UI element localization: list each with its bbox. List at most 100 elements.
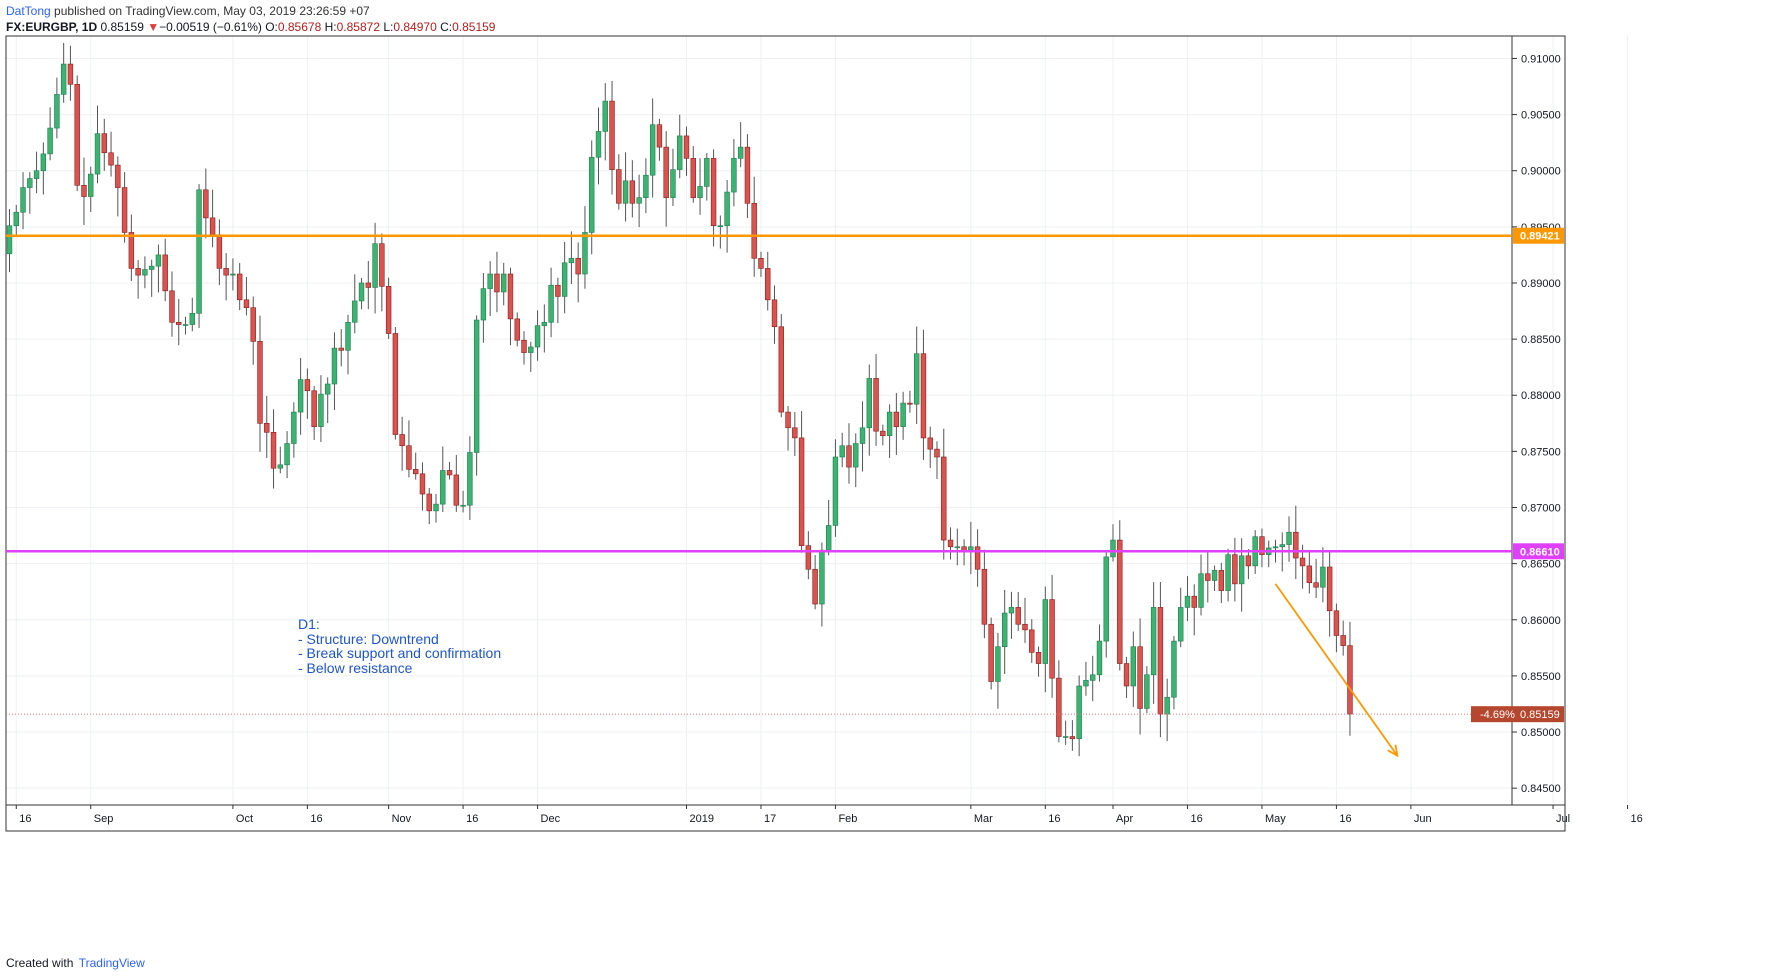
candle-body [1117, 539, 1123, 664]
candle-up [832, 439, 839, 537]
candle-body [920, 353, 927, 439]
candle-body [440, 470, 446, 505]
candle-up [1198, 554, 1204, 616]
candle-down [392, 326, 399, 440]
candle-up [291, 402, 297, 458]
candle-body [731, 158, 737, 193]
candle-body [243, 299, 250, 308]
publish-info: DatTong published on TradingView.com, Ma… [6, 4, 370, 18]
candle-body [954, 546, 961, 549]
candle-body [1056, 677, 1062, 737]
candle-body [40, 153, 47, 172]
candle-down [121, 172, 128, 243]
candle-up [677, 114, 683, 179]
high-label: H: [324, 20, 337, 34]
candle-down [893, 393, 900, 455]
candle-body [1090, 674, 1096, 681]
candle-body [1326, 566, 1333, 612]
candle-body [555, 284, 561, 297]
candle-body [825, 525, 832, 551]
candle-up [737, 122, 744, 168]
candle-up [230, 258, 236, 291]
candle-up [1076, 675, 1082, 757]
time-tick-label: Jul [1556, 813, 1570, 825]
candle-down [1347, 621, 1353, 736]
candle-down [1157, 581, 1164, 738]
candle-down [81, 157, 87, 225]
candle-body [264, 423, 270, 433]
candle-body [1218, 570, 1225, 591]
candle-body [311, 390, 317, 427]
candle-body [94, 133, 101, 175]
candle-up [602, 83, 608, 161]
candle-up [6, 209, 13, 273]
candle-up [155, 244, 162, 293]
candle-body [704, 158, 710, 187]
candle-body [467, 452, 473, 506]
candle-body [981, 568, 988, 625]
candle-body [1340, 635, 1346, 646]
candle-up [1184, 576, 1191, 622]
candle-down [710, 149, 717, 247]
candle-body [974, 546, 981, 570]
support-price-tag [1513, 543, 1564, 560]
candle-down [453, 455, 460, 512]
candle-body [331, 347, 338, 385]
candle-down [798, 411, 805, 553]
candle-body [575, 257, 581, 275]
candle-body [913, 353, 920, 405]
price-tick-label: 0.87000 [1521, 503, 1561, 515]
created-with-text: Created with [6, 956, 74, 970]
candle-body [880, 430, 886, 436]
tradingview-logo[interactable]: TradingView [78, 956, 145, 970]
candle-body [819, 549, 825, 605]
price-tick-label: 0.89000 [1521, 278, 1561, 290]
candle-body [514, 318, 520, 341]
candle-up [1090, 655, 1096, 702]
candle-body [528, 346, 534, 353]
candle-up [528, 341, 534, 372]
time-tick-label: Nov [392, 813, 412, 825]
candle-body [318, 393, 324, 427]
candle-up [94, 105, 101, 184]
candle-body [494, 273, 500, 293]
candle-body [785, 411, 791, 429]
candle-up [839, 432, 845, 468]
candle-up [297, 358, 304, 435]
candle-body [649, 124, 656, 176]
candle-down [74, 75, 80, 192]
candle-body [947, 539, 954, 548]
candle-down [1022, 597, 1028, 643]
author-link[interactable]: DatTong [6, 4, 51, 18]
candle-body [988, 623, 994, 682]
candle-up [595, 107, 602, 185]
candle-body [521, 339, 527, 353]
candle-body [636, 197, 642, 204]
candle-down [264, 395, 270, 459]
candle-up [1238, 538, 1245, 612]
candle-down [223, 253, 229, 301]
candle-up [589, 140, 595, 255]
candle-up [1320, 547, 1326, 603]
candle-up [622, 152, 629, 222]
candle-down [101, 118, 107, 171]
candle-up [433, 493, 439, 523]
candle-up [189, 297, 195, 332]
footer: Created with TradingView [6, 956, 145, 970]
candle-up [148, 259, 155, 297]
candle-body [67, 63, 74, 85]
candle-up [54, 77, 60, 139]
candle-up [1144, 666, 1150, 714]
candle-up [142, 256, 148, 289]
candle-body [203, 189, 209, 219]
candle-up [1008, 591, 1015, 639]
candle-body [473, 319, 480, 453]
candle-body [1062, 736, 1069, 738]
candle-body [1333, 610, 1340, 636]
candle-body [169, 290, 175, 323]
candle-body [365, 282, 372, 288]
candle-body [1171, 640, 1177, 698]
candle-body [1029, 629, 1035, 653]
candle-body [257, 341, 263, 424]
